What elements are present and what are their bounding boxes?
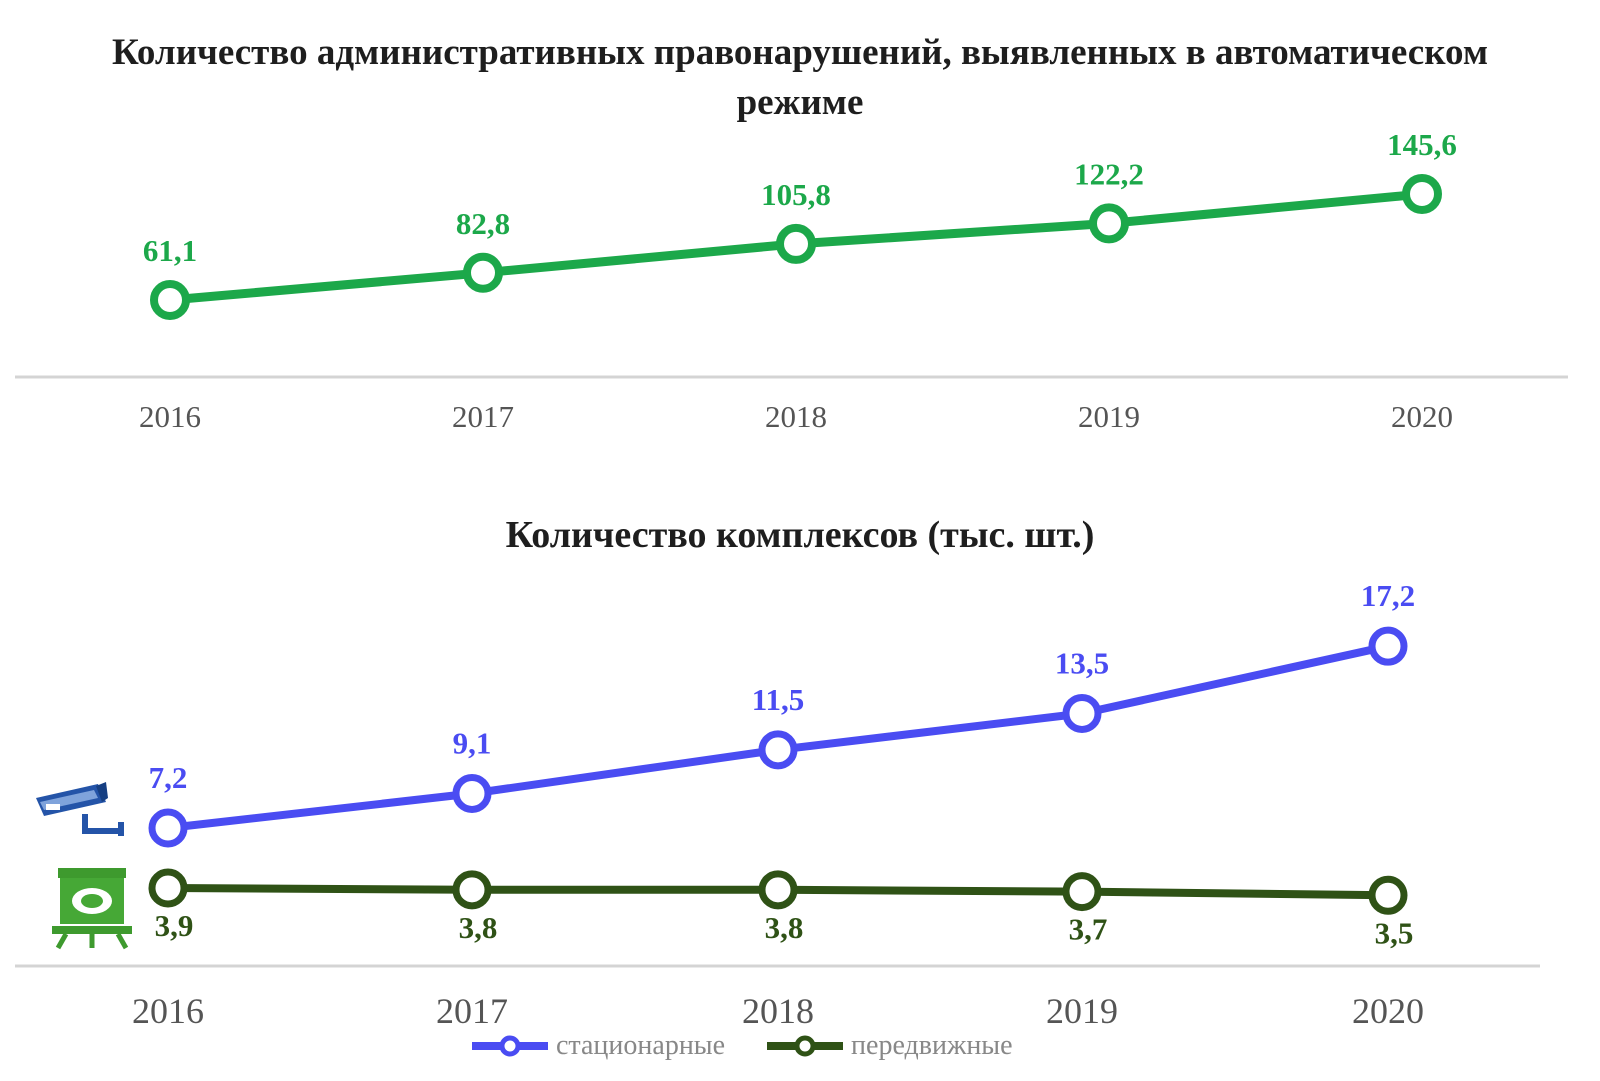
legend-marker-stationary <box>472 1035 548 1057</box>
chart-2-data-label: 3,5 <box>1375 915 1414 950</box>
chart-1-data-label: 105,8 <box>761 177 831 212</box>
chart-1-data-label: 61,1 <box>143 233 197 268</box>
chart-1-data-label: 82,8 <box>456 206 510 241</box>
chart-1-data-point <box>1089 203 1129 244</box>
chart-2-legend: стационарные передвижные <box>470 1030 1013 1062</box>
chart-2-data-point <box>452 870 492 910</box>
chart-1-title: Количество административных правонарушен… <box>111 32 1489 123</box>
chart-1-x-tick-label: 2019 <box>1078 399 1140 434</box>
chart-1-data-point <box>1402 174 1442 214</box>
legend-label-mobile: передвижные <box>851 1030 1013 1061</box>
chart-2-data-label: 3,8 <box>459 910 498 945</box>
chart-1-x-tick-label: 2018 <box>765 399 827 434</box>
chart-2-data-point <box>1368 875 1408 915</box>
chart-2-data-label: 13,5 <box>1055 645 1109 680</box>
chart-1-x-tick-label: 2017 <box>452 399 514 434</box>
legend-label-stationary: стационарные <box>556 1030 726 1061</box>
chart-2-data-point <box>1368 626 1408 666</box>
chart-2-data-point <box>758 730 798 770</box>
chart-2-data-label: 3,9 <box>155 908 194 943</box>
chart-2-data-point <box>452 773 492 813</box>
chart-2-data-point <box>1062 693 1102 733</box>
legend-item-stationary: стационарные <box>470 1030 725 1062</box>
chart-2-data-label: 17,2 <box>1361 578 1415 613</box>
chart-2-data-label: 7,2 <box>149 760 188 795</box>
chart-2-data-label: 9,1 <box>453 725 492 760</box>
chart-2-title: Количество комплексов (тыс. шт.) <box>505 514 1095 556</box>
chart-2-x-tick-label: 2018 <box>742 991 814 1031</box>
chart-2-data-point <box>1062 872 1102 912</box>
chart-2-data-point <box>148 808 188 848</box>
chart-2-x-tick-label: 2020 <box>1352 991 1424 1031</box>
chart-2-data-point <box>758 870 798 910</box>
legend-marker-mobile <box>767 1035 844 1057</box>
chart-1-data-point <box>463 252 503 293</box>
chart-2-data-label: 3,7 <box>1069 912 1108 947</box>
legend-item-mobile: передвижные <box>765 1030 1013 1062</box>
chart-1-data-label: 145,6 <box>1387 127 1457 162</box>
chart-2-data-label: 11,5 <box>752 682 805 717</box>
chart-1-x-tick-label: 2016 <box>139 399 201 434</box>
chart-2-x-tick-label: 2017 <box>436 991 508 1031</box>
chart-2-data-point <box>148 868 188 908</box>
chart-2-x-tick-label: 2019 <box>1046 991 1118 1031</box>
chart-1-data-label: 122,2 <box>1074 156 1144 191</box>
chart-2-data-label: 3,8 <box>765 910 804 945</box>
chart-1-data-point <box>150 280 190 320</box>
chart-2-x-tick-label: 2016 <box>132 991 204 1031</box>
chart-1-plot: 2016 2017 2018 2019 2020 61,1 82,8 105,8 122,2 14… <box>15 127 1568 434</box>
chart-1-x-tick-label: 2020 <box>1391 399 1453 434</box>
chart-1-data-point <box>776 223 816 264</box>
